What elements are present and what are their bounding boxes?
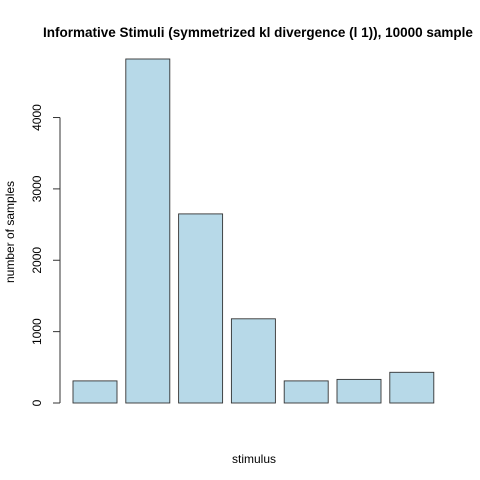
- bars-group: [73, 59, 434, 403]
- bar-1: [73, 381, 117, 403]
- bar-6: [337, 379, 381, 403]
- chart-title: Informative Stimuli (symmetrized kl dive…: [43, 25, 473, 40]
- bar-2: [126, 59, 170, 403]
- y-tick-label: 0: [30, 399, 44, 406]
- bar-4: [231, 319, 275, 403]
- bar-7: [390, 372, 434, 403]
- y-tick-label: 4000: [30, 104, 44, 131]
- y-tick-label: 2000: [30, 247, 44, 274]
- y-axis: 0 1000 2000 3000 4000: [30, 104, 60, 406]
- y-tick-label: 1000: [30, 318, 44, 345]
- x-axis-label: stimulus: [232, 452, 276, 466]
- bar-5: [284, 381, 328, 403]
- y-tick-label: 3000: [30, 175, 44, 202]
- bar-3: [179, 214, 223, 403]
- y-axis-label: number of samples: [3, 181, 17, 283]
